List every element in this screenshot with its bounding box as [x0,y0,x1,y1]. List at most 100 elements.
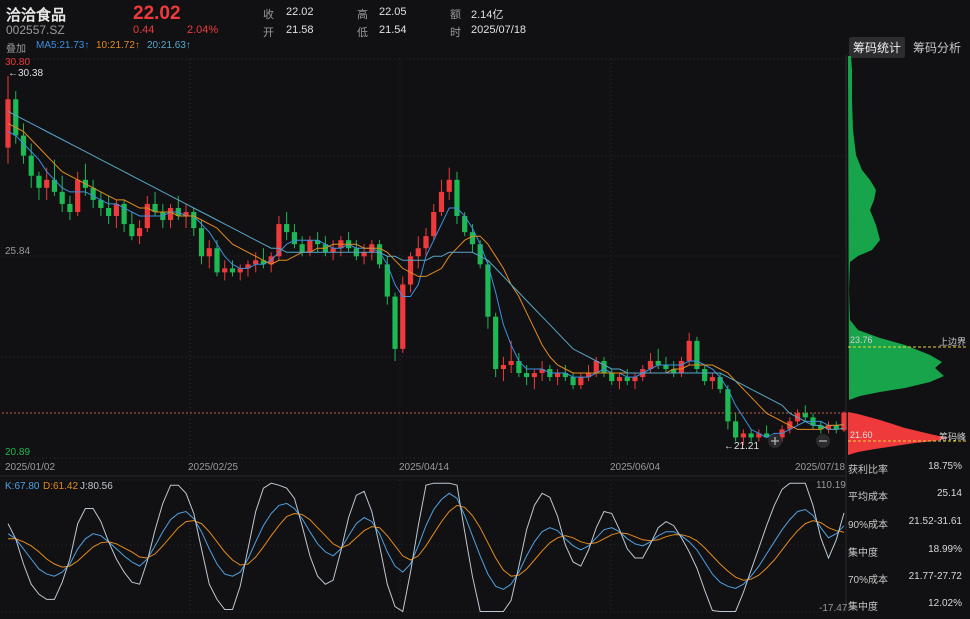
kdj-k-line [7,492,845,590]
candle-body [299,244,305,253]
candle-body [106,207,112,217]
candle-body [516,360,522,374]
upper-bound-value: 23.76 [850,335,873,345]
low-label: 低 [357,27,368,39]
candle-body [121,203,127,225]
candle-body [446,179,452,192]
date-tick-0: 2025/01/02 [5,462,56,473]
kdj-j-line [7,482,845,613]
candle-body [315,240,321,245]
candle-body [647,360,654,370]
candle-body [624,377,630,382]
time-label: 时 [450,27,461,39]
candle-body [609,373,615,382]
candle-body [833,425,839,430]
candle-body [462,216,468,233]
candle-body [384,264,390,297]
chip-green-area [848,56,944,400]
candle-body [524,373,530,378]
candle-body [655,360,661,365]
stock-code: 002557.SZ [6,23,65,37]
open-label: 开 [263,27,274,39]
stat-concentration-90-value: 18.99% [928,544,962,555]
upper-bound-label: 上边界 [939,337,967,347]
candle-body [284,224,290,233]
candle-body [75,179,81,212]
high-annotation: ←30.38 [8,68,44,79]
zoom-out-icon[interactable] [816,434,830,448]
candle-body [276,224,282,257]
candle-body [183,211,189,217]
stat-concentration-70-label: 集中度 [848,602,878,613]
tab-chips-analysis[interactable]: 筹码分析 [913,41,962,55]
candle-body [28,155,34,176]
open-value: 21.58 [286,24,314,36]
candle-body [694,340,700,370]
candle-body [825,425,832,430]
candle-body [423,236,429,249]
overlay-label[interactable]: 叠加 [6,44,26,55]
candle-body [616,377,623,382]
candle-body [13,99,19,136]
candle-body [554,373,561,378]
ma5-line [7,131,845,439]
amount-label: 额 [450,9,461,21]
price-axis-mid: 25.84 [5,246,31,257]
candle-body [593,360,599,374]
candle-body [562,373,568,378]
candle-body [214,248,220,273]
date-tick-4: 2025/07/18 [795,462,846,473]
zoom-in-icon[interactable] [768,434,782,448]
candle-body [67,203,73,212]
ma5-legend: MA5:21.73↑ [36,40,90,51]
price-change-pct: 2.04% [187,24,219,36]
candle-body [585,373,592,378]
kdj-d-line [8,504,845,581]
stat-90-cost-value: 21.52-31.61 [908,516,962,527]
candle-body [570,377,576,386]
candle-body [725,389,731,422]
chip-distribution [848,56,966,455]
candle-body [493,316,499,370]
candle-body [431,211,437,237]
candle-body [136,228,143,237]
candle-body [20,135,27,156]
high-value: 22.05 [379,6,407,18]
candle-body [802,413,808,418]
date-tick-1: 2025/02/25 [188,462,239,473]
candle-body [763,433,770,438]
chip-peak-value: 21.60 [850,430,873,440]
candle-body [90,187,96,200]
candle-body [152,203,158,212]
candle-body [59,191,65,204]
low-value: 21.54 [379,24,407,36]
chip-red-area [848,412,948,455]
ma10-line [7,122,845,430]
candle-body [748,433,754,438]
time-value: 2025/07/18 [471,24,527,36]
candle-body [198,228,205,257]
candle-body [632,377,638,382]
date-tick-2: 2025/04/14 [399,462,450,473]
candle-body [663,364,669,370]
close-label: 收 [263,9,274,21]
moving-averages [7,110,845,439]
stat-90-cost-label: 90%成本 [848,520,889,531]
candle-body [709,377,716,382]
stat-profit-ratio-value: 18.75% [928,461,962,472]
kdj-min: -17.47 [819,603,848,614]
candle-body [113,203,119,217]
current-price: 22.02 [133,3,181,24]
close-value: 22.02 [286,6,314,18]
tab-chips-stats[interactable]: 筹码统计 [849,37,906,58]
candle-body [291,232,298,245]
candle-body [454,179,460,217]
kdj-k-legend: K:67.80 [5,481,40,492]
stat-70-cost-value: 21.77-27.72 [908,571,962,582]
stat-concentration-70-value: 12.02% [928,598,962,609]
stat-concentration-90-label: 集中度 [848,548,878,559]
candle-body [392,296,398,349]
candle-body [167,207,174,221]
candle-body [485,264,491,317]
